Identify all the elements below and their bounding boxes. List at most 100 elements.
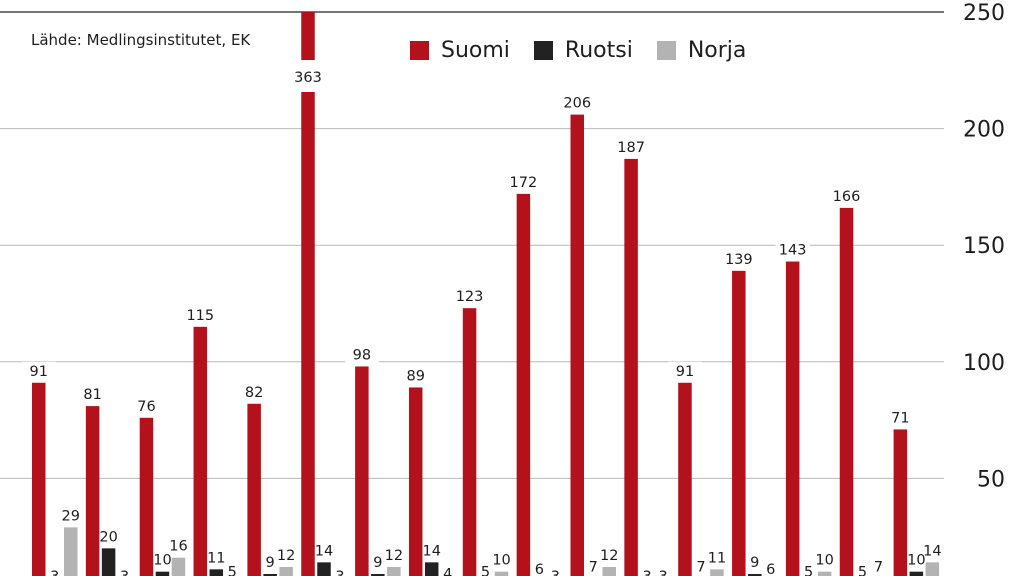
bar-norja xyxy=(387,567,401,576)
data-label-norja: 5 xyxy=(228,564,237,576)
y-tick-label: 50 xyxy=(977,467,1005,492)
data-label-bg xyxy=(344,345,379,365)
data-label-bg xyxy=(667,361,702,381)
data-label-ruotsi: 9 xyxy=(750,555,759,571)
data-label-ruotsi: 10 xyxy=(907,553,925,569)
data-label-ruotsi: 11 xyxy=(207,550,225,566)
data-label-ruotsi: 5 xyxy=(481,564,490,576)
data-label-suomi: 143 xyxy=(779,243,807,259)
bar-ruotsi xyxy=(317,562,331,576)
bar-ruotsi xyxy=(263,574,277,576)
y-tick-label: 150 xyxy=(963,234,1005,259)
data-label-ruotsi: 6 xyxy=(535,562,544,576)
data-label-suomi: 98 xyxy=(353,347,371,363)
data-label-norja: 10 xyxy=(492,553,510,569)
data-label-ruotsi: 7 xyxy=(589,560,598,576)
y-tick-label: 100 xyxy=(963,351,1005,376)
data-label-ruotsi: 10 xyxy=(153,553,171,569)
data-label-bg xyxy=(721,249,756,269)
data-label-norja: 7 xyxy=(874,560,883,576)
data-label-ruotsi: 9 xyxy=(266,555,275,571)
data-label-suomi: 206 xyxy=(563,96,591,112)
data-label-norja: 12 xyxy=(600,548,618,564)
data-label-bg xyxy=(237,382,272,402)
data-label-norja: 3 xyxy=(120,569,129,576)
data-label-ruotsi: 9 xyxy=(373,555,382,571)
data-label-suomi: 187 xyxy=(617,140,645,156)
bar-suomi xyxy=(785,261,800,576)
data-label-suomi: 81 xyxy=(83,387,101,403)
data-label-bg xyxy=(183,305,218,325)
bar-suomi xyxy=(247,403,261,576)
data-label-suomi: 166 xyxy=(833,189,861,205)
bar-norja xyxy=(494,571,509,576)
data-label-norja: 16 xyxy=(169,539,187,555)
y-tick-label: 200 xyxy=(963,118,1005,143)
bar-suomi xyxy=(732,270,746,576)
data-label-norja: 3 xyxy=(335,569,344,576)
legend-item-suomi: Suomi xyxy=(410,38,510,63)
data-label-suomi: 91 xyxy=(676,364,694,380)
source-note: Lähde: Medlingsinstitutet, EK xyxy=(28,30,254,50)
data-label-norja: 10 xyxy=(815,553,833,569)
data-label-suomi: 89 xyxy=(406,368,424,384)
bar-norja xyxy=(279,567,293,576)
bar-suomi xyxy=(408,387,423,576)
legend-label-ruotsi: Ruotsi xyxy=(564,38,633,63)
data-label-bg xyxy=(506,172,541,192)
bar-ruotsi xyxy=(209,569,224,576)
data-label-norja: 3 xyxy=(658,569,667,576)
data-label-ruotsi: 3 xyxy=(50,569,59,576)
bar-suomi xyxy=(85,406,100,576)
data-label-norja: 4 xyxy=(443,567,452,576)
bar-suomi xyxy=(624,158,638,576)
data-label-bg xyxy=(129,396,164,416)
bar-norja xyxy=(602,567,616,576)
data-label-suomi: 123 xyxy=(456,289,484,305)
data-label-suomi: 71 xyxy=(891,410,909,426)
data-label-norja: 12 xyxy=(277,548,295,564)
data-label-suomi: 172 xyxy=(510,175,538,191)
bar-suomi xyxy=(516,193,531,576)
legend-item-norja: Norja xyxy=(656,38,747,63)
bar-suomi xyxy=(839,207,854,576)
data-label-suomi: 82 xyxy=(245,385,263,401)
data-label-bg xyxy=(775,240,810,260)
data-label-bg xyxy=(560,93,595,113)
bar-norja xyxy=(817,571,832,576)
data-label-ruotsi: 14 xyxy=(422,543,440,559)
bar-suomi xyxy=(32,382,46,576)
data-label-bg xyxy=(75,385,110,405)
bar-norja xyxy=(64,527,78,576)
data-label-ruotsi: 20 xyxy=(99,529,117,545)
bar-ruotsi xyxy=(101,548,116,576)
data-label-suomi: 139 xyxy=(725,252,753,268)
legend-swatch-ruotsi xyxy=(533,41,553,60)
data-label-suomi: 91 xyxy=(30,364,48,380)
bar-suomi xyxy=(678,382,692,576)
bar-norja xyxy=(171,557,186,576)
data-label-bg xyxy=(21,361,56,381)
data-label-bg xyxy=(398,366,433,386)
legend-label-norja: Norja xyxy=(687,38,747,63)
data-label-suomi: 363 xyxy=(294,70,322,86)
data-labels: 9132981203761016115115829123631439891289… xyxy=(21,60,942,576)
bar-norja xyxy=(710,569,724,576)
bar-break xyxy=(299,60,317,92)
data-label-bg xyxy=(452,287,487,307)
bar-suomi xyxy=(193,326,208,576)
bar-suomi xyxy=(301,12,315,576)
bar-ruotsi xyxy=(748,574,762,576)
data-label-norja: 12 xyxy=(385,548,403,564)
data-label-norja: 6 xyxy=(766,562,775,576)
bar-suomi xyxy=(139,417,154,576)
data-label-suomi: 115 xyxy=(186,308,214,324)
legend-label-suomi: Suomi xyxy=(441,38,510,63)
data-label-bg xyxy=(883,408,918,428)
bars xyxy=(32,12,940,576)
bar-ruotsi xyxy=(371,574,385,576)
bar-norja xyxy=(925,562,940,576)
data-label-ruotsi: 7 xyxy=(696,560,705,576)
legend-swatch-norja xyxy=(656,41,676,60)
